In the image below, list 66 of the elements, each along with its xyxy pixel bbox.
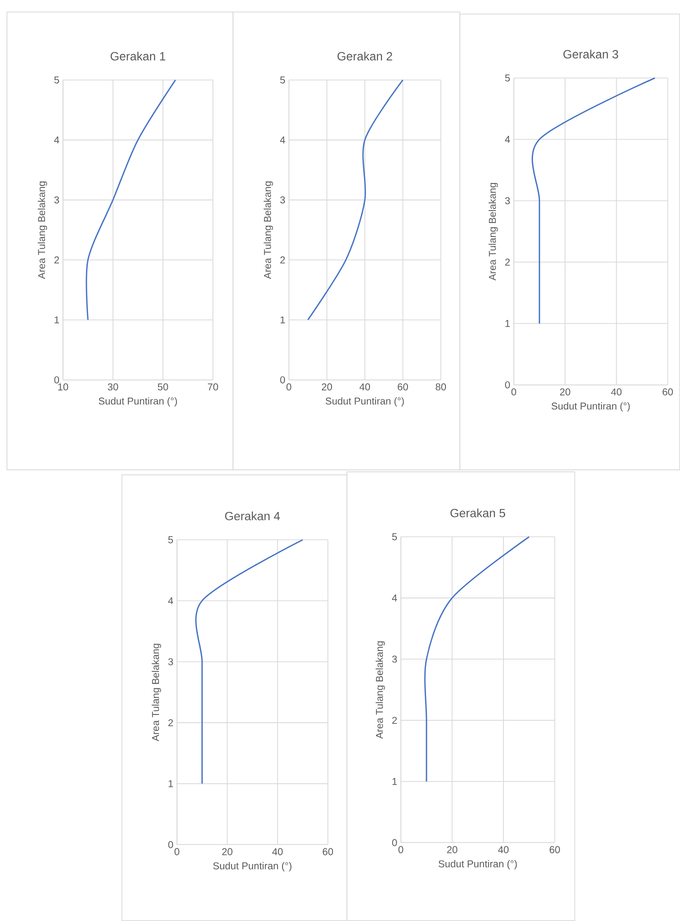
- y-tick-label: 0: [392, 839, 397, 846]
- y-tick-label: 1: [392, 778, 397, 785]
- chart-title: Gerakan 4: [225, 512, 280, 520]
- x-tick-label: 20: [322, 383, 332, 390]
- x-tick-label: 30: [108, 383, 118, 390]
- x-tick-label: 40: [359, 383, 370, 390]
- x-tick-label: 60: [322, 848, 333, 856]
- chart-title: Gerakan 1: [110, 52, 166, 60]
- x-tick-label: 40: [498, 846, 509, 854]
- y-tick-label: 4: [280, 136, 286, 144]
- x-axis-title: Sudut Puntiran (°): [213, 862, 292, 872]
- y-tick-label: 5: [54, 76, 59, 84]
- y-axis-title: Area Tulang Belakang: [152, 644, 161, 742]
- x-tick-label: 40: [611, 388, 622, 396]
- y-tick-label: 0: [280, 376, 285, 384]
- x-tick-label: 0: [174, 848, 180, 856]
- x-tick-label: 40: [272, 848, 283, 856]
- x-tick-label: 20: [560, 388, 570, 396]
- y-tick-label: 1: [505, 320, 510, 327]
- y-tick-label: 3: [392, 656, 397, 663]
- chart-title: Gerakan 2: [337, 52, 392, 60]
- y-tick-label: 2: [505, 258, 510, 266]
- chart-title: Gerakan 3: [563, 50, 618, 58]
- x-tick-label: 0: [511, 388, 516, 396]
- y-tick-label: 0: [168, 841, 173, 848]
- y-tick-label: 0: [54, 376, 60, 384]
- y-tick-label: 4: [54, 136, 60, 144]
- y-tick-label: 1: [280, 316, 285, 324]
- y-axis-title: Area Tulang Belakang: [38, 181, 48, 279]
- x-tick-label: 80: [436, 383, 446, 390]
- y-tick-label: 4: [168, 597, 174, 604]
- chart-title: Gerakan 5: [450, 508, 506, 518]
- x-tick-label: 60: [398, 383, 408, 390]
- y-tick-label: 3: [505, 197, 510, 204]
- x-tick-label: 0: [398, 846, 404, 854]
- line-series: [307, 79, 404, 321]
- x-tick-label: 0: [286, 383, 292, 390]
- x-axis-title: Sudut Puntiran (°): [438, 860, 517, 870]
- x-tick-label: 70: [208, 383, 218, 390]
- x-axis-title: Sudut Puntiran (°): [98, 397, 177, 407]
- x-tick-label: 60: [550, 846, 560, 854]
- x-axis-title: Sudut Puntiran (°): [326, 397, 404, 407]
- x-tick-label: 60: [662, 388, 673, 396]
- y-tick-label: 2: [54, 256, 59, 264]
- y-tick-label: 5: [392, 533, 397, 540]
- y-tick-label: 3: [54, 196, 59, 204]
- y-tick-label: 3: [168, 658, 173, 666]
- x-tick-label: 50: [158, 383, 168, 390]
- x-tick-label: 20: [222, 848, 232, 856]
- y-tick-label: 4: [392, 594, 397, 602]
- y-tick-label: 2: [280, 256, 285, 264]
- y-tick-label: 1: [168, 780, 173, 788]
- y-tick-label: 2: [168, 719, 173, 726]
- y-tick-label: 5: [168, 536, 173, 544]
- y-tick-label: 3: [280, 196, 285, 204]
- y-axis-title: Area Tulang Belakang: [376, 641, 385, 739]
- y-axis-title: Area Tulang Belakang: [264, 181, 273, 279]
- y-tick-label: 2: [392, 716, 397, 724]
- y-tick-label: 4: [504, 136, 510, 143]
- y-tick-label: 5: [280, 76, 285, 84]
- y-tick-label: 1: [54, 316, 59, 324]
- x-axis-title: Sudut Puntiran (°): [552, 402, 630, 412]
- y-axis-title: Area Tulang Belakang: [488, 182, 498, 280]
- x-tick-label: 10: [58, 383, 68, 390]
- y-tick-label: 5: [505, 74, 510, 82]
- x-tick-label: 20: [447, 846, 458, 854]
